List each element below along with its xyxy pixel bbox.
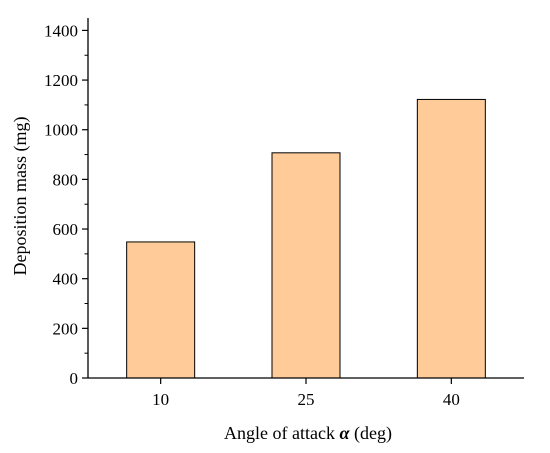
bar-25 [271, 152, 341, 379]
y-tick-label-800: 800 [53, 170, 79, 189]
x-tick-label-10: 10 [152, 390, 169, 409]
x-axis-ticks: 10 25 40 [152, 378, 460, 409]
x-axis-title: Angle of attack α (deg) [224, 423, 392, 444]
y-tick-label-0: 0 [70, 369, 79, 388]
bar-40 [416, 98, 486, 379]
x-axis-title-lead: Angle of attack [224, 423, 339, 443]
y-tick-label-400: 400 [53, 270, 79, 289]
y-tick-label-1400: 1400 [44, 21, 78, 40]
x-tick-label-25: 25 [298, 390, 315, 409]
x-axis-title-tail: (deg) [349, 423, 391, 444]
y-tick-label-200: 200 [53, 319, 79, 338]
y-axis-ticks: 0 200 400 600 800 1000 1200 1400 [44, 21, 88, 388]
y-tick-label-1000: 1000 [44, 121, 78, 140]
y-tick-label-600: 600 [53, 220, 79, 239]
x-tick-label-40: 40 [443, 390, 460, 409]
bar-10 [126, 241, 196, 379]
y-axis-title: Deposition mass (mg) [10, 117, 31, 276]
x-axis-title-symbol: α [340, 423, 351, 443]
y-tick-label-1200: 1200 [44, 71, 78, 90]
bars-group [126, 98, 486, 379]
